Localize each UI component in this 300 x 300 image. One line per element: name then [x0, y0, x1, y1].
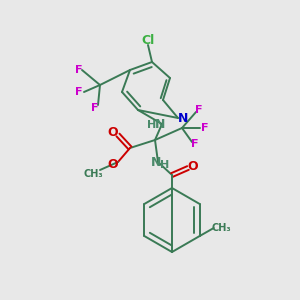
Text: CH₃: CH₃	[83, 169, 103, 179]
Text: H: H	[147, 120, 157, 130]
Text: F: F	[91, 103, 99, 113]
Text: N: N	[155, 118, 165, 130]
Text: Cl: Cl	[141, 34, 154, 47]
Text: O: O	[108, 127, 118, 140]
Text: O: O	[108, 158, 118, 170]
Text: N: N	[151, 157, 161, 169]
Text: F: F	[201, 123, 209, 133]
Text: O: O	[188, 160, 198, 172]
Text: F: F	[75, 87, 83, 97]
Text: CH₃: CH₃	[212, 223, 232, 233]
Text: F: F	[75, 65, 83, 75]
Text: F: F	[195, 105, 203, 115]
Text: F: F	[191, 139, 199, 149]
Text: N: N	[178, 112, 188, 124]
Text: H: H	[160, 160, 169, 170]
